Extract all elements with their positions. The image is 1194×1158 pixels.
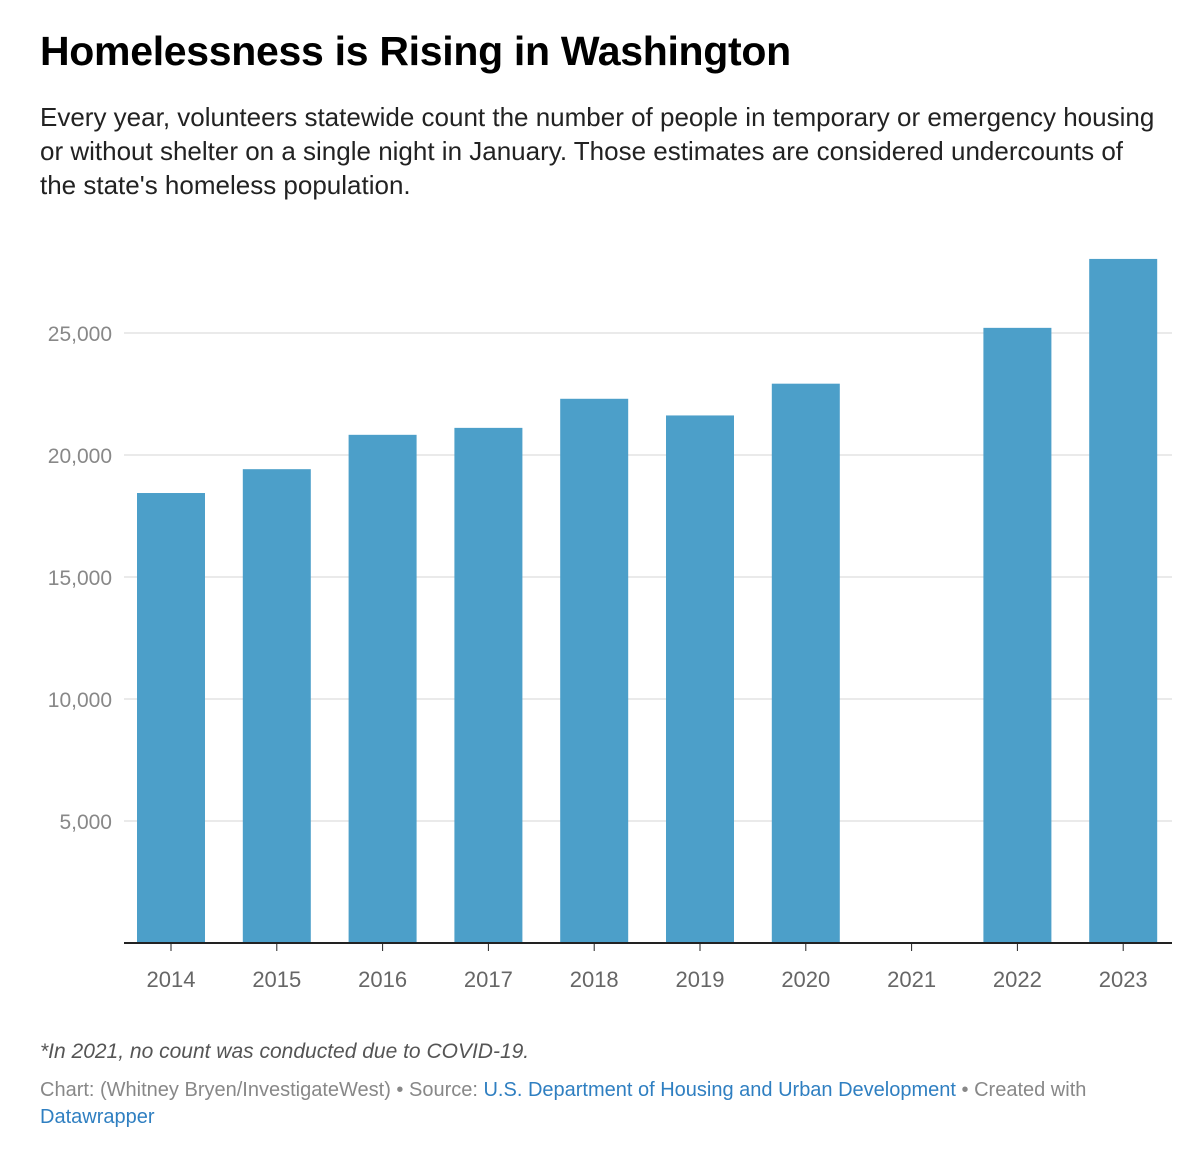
created-with-label: Created with (974, 1079, 1087, 1101)
source-label: Source: (409, 1079, 484, 1101)
datawrapper-link[interactable]: Datawrapper (40, 1106, 155, 1128)
y-tick-label: 15,000 (48, 567, 112, 590)
bar-2020 (771, 383, 840, 943)
footnote: *In 2021, no count was conducted due to … (40, 1040, 530, 1063)
x-tick-label: 2014 (147, 967, 196, 992)
x-tick-label: 2022 (993, 967, 1042, 992)
bar-2023 (1089, 258, 1158, 943)
x-tick-label: 2016 (358, 967, 407, 992)
y-tick-label: 20,000 (48, 445, 112, 468)
chart-footer: Chart: (Whitney Bryen/InvestigateWest) •… (40, 1077, 1190, 1131)
x-tick-label: 2015 (252, 967, 301, 992)
bar-2019 (666, 415, 734, 943)
bar-2015 (242, 469, 311, 943)
source-link[interactable]: U.S. Department of Housing and Urban Dev… (483, 1079, 956, 1101)
chart-credit: Chart: (Whitney Bryen/InvestigateWest) (40, 1079, 391, 1101)
bar-2017 (454, 427, 523, 943)
separator: • (390, 1079, 409, 1101)
x-tick-label: 2023 (1099, 967, 1148, 992)
y-tick-label: 5,000 (59, 811, 112, 834)
x-tick-label: 2021 (887, 967, 936, 992)
x-tick-label: 2019 (676, 967, 725, 992)
y-tick-label: 25,000 (48, 323, 112, 346)
x-tick-label: 2018 (570, 967, 619, 992)
chart-subtitle: Every year, volunteers statewide count t… (40, 102, 1155, 200)
separator: • (955, 1079, 975, 1101)
bar-2016 (348, 434, 417, 943)
x-tick-label: 2020 (781, 967, 830, 992)
x-tick-label: 2017 (464, 967, 513, 992)
bar-chart: 5,000 10,000 15,000 20,000 25,000 2014 2015 20… (48, 258, 1172, 992)
bar-2022 (983, 327, 1052, 944)
y-tick-label: 10,000 (48, 689, 112, 712)
bar-2014 (137, 493, 205, 943)
chart-title: Homelessness is Rising in Washington (40, 28, 791, 74)
bar-2018 (560, 398, 629, 943)
